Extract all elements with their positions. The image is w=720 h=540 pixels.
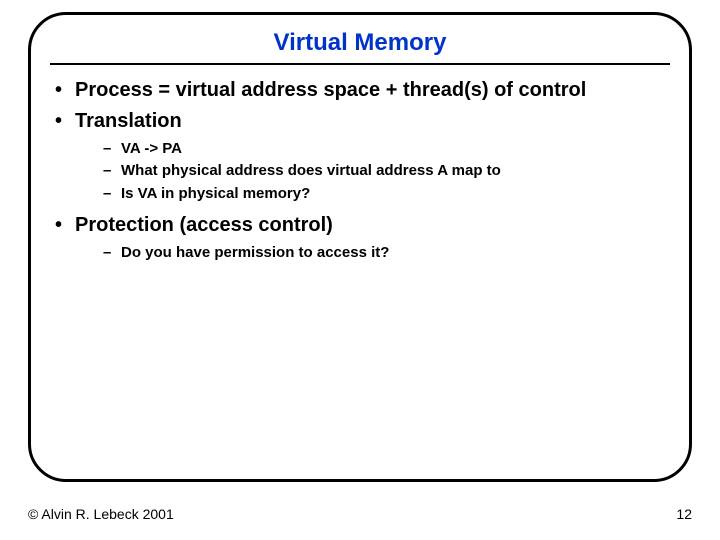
copyright-text: © Alvin R. Lebeck 2001 (28, 506, 174, 522)
bullet-text: Process = virtual address space + thread… (75, 79, 586, 101)
bullet-level2: VA -> PA (103, 139, 667, 159)
bullet-level2: What physical address does virtual addre… (103, 161, 667, 181)
sub-bullet-list: Do you have permission to access it? (75, 243, 667, 263)
slide-title: Virtual Memory (274, 29, 447, 57)
title-block: Virtual Memory (31, 15, 689, 65)
bullet-level1: Process = virtual address space + thread… (53, 77, 667, 104)
bullet-level2: Is VA in physical memory? (103, 184, 667, 204)
bullet-list: Process = virtual address space + thread… (53, 77, 667, 263)
bullet-level1: Translation VA -> PA What physical address… (53, 108, 667, 204)
bullet-level1: Protection (access control) Do you have p… (53, 212, 667, 263)
bullet-text: Translation (75, 110, 182, 132)
content-area: Process = virtual address space + thread… (31, 65, 689, 263)
sub-bullet-list: VA -> PA What physical address does virtu… (75, 139, 667, 204)
page-number: 12 (676, 506, 692, 522)
sub-bullet-text: What physical address does virtual addre… (121, 162, 501, 179)
sub-bullet-text: VA -> PA (121, 140, 182, 157)
sub-bullet-text: Do you have permission to access it? (121, 244, 389, 261)
bullet-text: Protection (access control) (75, 214, 333, 236)
bullet-level2: Do you have permission to access it? (103, 243, 667, 263)
slide-frame: Virtual Memory Process = virtual address… (28, 12, 692, 482)
sub-bullet-text: Is VA in physical memory? (121, 185, 310, 202)
